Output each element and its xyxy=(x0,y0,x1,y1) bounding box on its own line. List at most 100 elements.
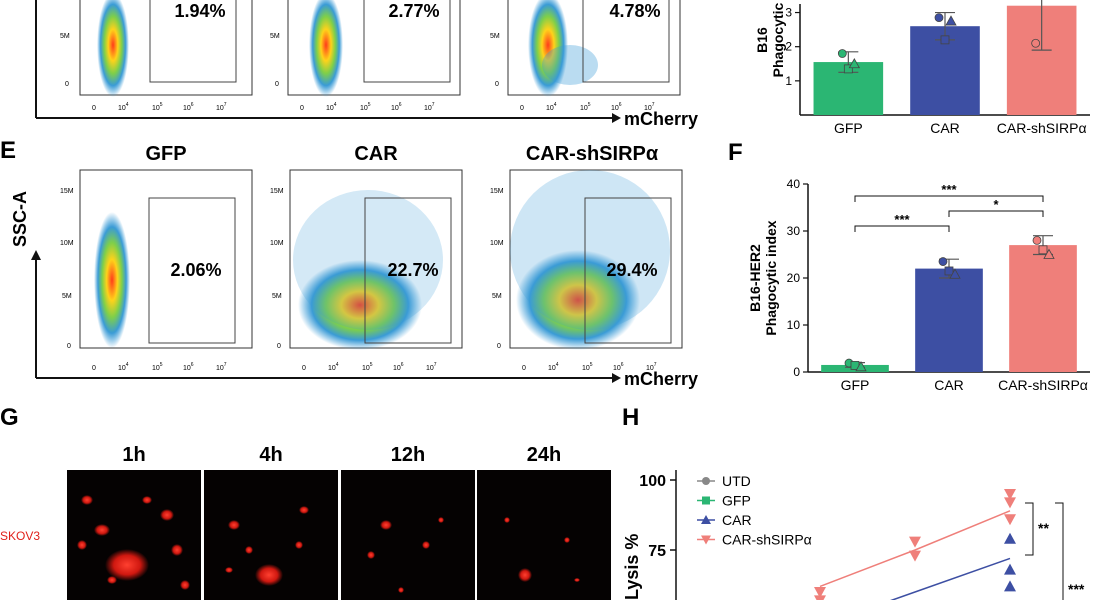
legend-label: CAR-shSIRPα xyxy=(722,532,812,548)
legend-marker xyxy=(701,535,711,545)
flow-xtick: 107 xyxy=(424,102,435,112)
bar-ytick-label: 30 xyxy=(787,224,801,238)
cell-spot xyxy=(180,580,190,590)
bar-category-label: CAR-shSIRPα xyxy=(997,120,1087,136)
flow-e-pct-2: 22.7% xyxy=(387,260,438,280)
fluor-image-12h xyxy=(341,470,475,600)
data-point xyxy=(1031,38,1041,48)
cell-spot xyxy=(255,564,283,586)
flow-e-axis-x-arrow xyxy=(612,373,621,383)
flow-xtick: 105 xyxy=(360,102,371,112)
time-label-1h: 1h xyxy=(122,444,145,466)
cell-spot xyxy=(245,546,253,554)
flow-xtick: 105 xyxy=(152,362,163,372)
bar-category-label: GFP xyxy=(834,120,863,136)
bar-category-label: CAR-shSIRPα xyxy=(998,377,1088,393)
series-point xyxy=(1004,563,1016,575)
bar-category-label: CAR xyxy=(934,377,964,393)
svg-text:0: 0 xyxy=(495,81,499,88)
cell-spot xyxy=(398,587,404,593)
flow-e-density-2 xyxy=(298,260,422,350)
panel-label-g: G xyxy=(0,404,19,431)
significance-bracket xyxy=(854,195,1044,202)
flow-xtick: 106 xyxy=(393,362,404,372)
flow-top-gate-1 xyxy=(149,0,237,83)
flow-xtick: 107 xyxy=(216,102,227,112)
legend-label: UTD xyxy=(722,473,751,489)
flow-xtick: 0 xyxy=(300,105,304,112)
fluor-image-1h xyxy=(67,470,201,600)
flow-e-gate-3 xyxy=(584,197,672,344)
significance-label: * xyxy=(993,197,999,212)
bar-2 xyxy=(1009,245,1077,372)
cell-spot xyxy=(142,496,152,504)
svg-text:0: 0 xyxy=(275,81,279,88)
data-point xyxy=(944,266,954,276)
flow-top-pct-3: 4.78% xyxy=(609,1,660,21)
data-point xyxy=(945,15,957,26)
flow-e-title-1: GFP xyxy=(145,143,186,165)
flow-xtick: 106 xyxy=(391,102,402,112)
svg-text:15M: 15M xyxy=(60,188,74,195)
cell-spot xyxy=(367,551,375,559)
flow-top-density-3 xyxy=(528,0,568,97)
bar-d-ylabel-line1: B16 xyxy=(754,27,770,53)
flow-top-plot-2 xyxy=(287,0,461,96)
series-line xyxy=(819,510,1011,588)
significance-bracket xyxy=(948,210,1044,217)
svg-text:0: 0 xyxy=(277,343,281,350)
flow-xtick: 107 xyxy=(426,362,437,372)
bar-ytick-label: 2 xyxy=(785,40,792,54)
svg-text:5M: 5M xyxy=(60,33,70,40)
data-point xyxy=(1032,235,1042,245)
bar-ytick-label: 10 xyxy=(787,318,801,332)
cell-spot xyxy=(299,506,309,514)
flow-xtick: 106 xyxy=(611,102,622,112)
series-line xyxy=(890,557,1011,600)
flow-xtick: 107 xyxy=(644,102,655,112)
bar-category-label: GFP xyxy=(841,377,870,393)
flow-e-plot-1 xyxy=(79,169,253,349)
svg-text:0: 0 xyxy=(497,343,501,350)
cell-spot xyxy=(171,544,183,556)
legend-marker xyxy=(701,515,711,524)
significance-bracket xyxy=(854,225,950,232)
series-point xyxy=(909,536,921,548)
flow-row-top: mCherry 1.94% 2.77% 4.78% 5M 0 5M 0 5M 0… xyxy=(35,0,698,129)
svg-text:5M: 5M xyxy=(492,293,502,300)
data-point xyxy=(1038,245,1048,255)
cell-spot xyxy=(438,517,444,523)
flow-e-density-3 xyxy=(516,250,640,350)
bar-d-ylabel-line2: Phagocytic xyxy=(770,2,786,77)
cell-spot xyxy=(105,549,149,581)
flow-e-ylabel: SSC-A xyxy=(10,191,30,247)
time-label-24h: 24h xyxy=(527,444,561,466)
flow-xtick: 0 xyxy=(522,365,526,372)
svg-text:10M: 10M xyxy=(490,240,504,247)
flow-xtick: 104 xyxy=(326,102,337,112)
svg-text:10M: 10M xyxy=(60,240,74,247)
flow-e-pct-3: 29.4% xyxy=(606,260,657,280)
cell-spot xyxy=(228,520,240,530)
cell-spot xyxy=(518,568,532,582)
fluor-image-24h xyxy=(477,470,611,600)
flow-top-yticks: 5M 0 5M 0 5M 0 xyxy=(60,33,500,88)
cell-spot xyxy=(77,540,87,550)
cell-spot xyxy=(81,495,93,505)
flow-top-xticks: 0 104 105 106 107 0 104 105 106 107 0 104 105 106 107 xyxy=(92,102,655,112)
legend-marker xyxy=(702,496,710,505)
flow-top-plot-1 xyxy=(79,0,253,96)
flow-xtick: 105 xyxy=(580,102,591,112)
svg-text:5M: 5M xyxy=(62,293,72,300)
time-label-12h: 12h xyxy=(391,444,425,466)
time-label-4h: 4h xyxy=(259,444,282,466)
flow-xtick: 107 xyxy=(216,362,227,372)
data-point xyxy=(848,57,861,69)
bar-chart-d: 1 2 3 GFP CAR CAR-shSIRPα B16 Phagocytic xyxy=(754,0,1090,136)
flow-e-gate-1 xyxy=(148,197,236,344)
flow-e-axis-y-arrow xyxy=(31,250,41,260)
flow-xtick: 107 xyxy=(646,362,657,372)
data-point xyxy=(855,361,867,372)
significance-bracket xyxy=(1055,502,1064,600)
significance-bracket xyxy=(1025,502,1034,556)
